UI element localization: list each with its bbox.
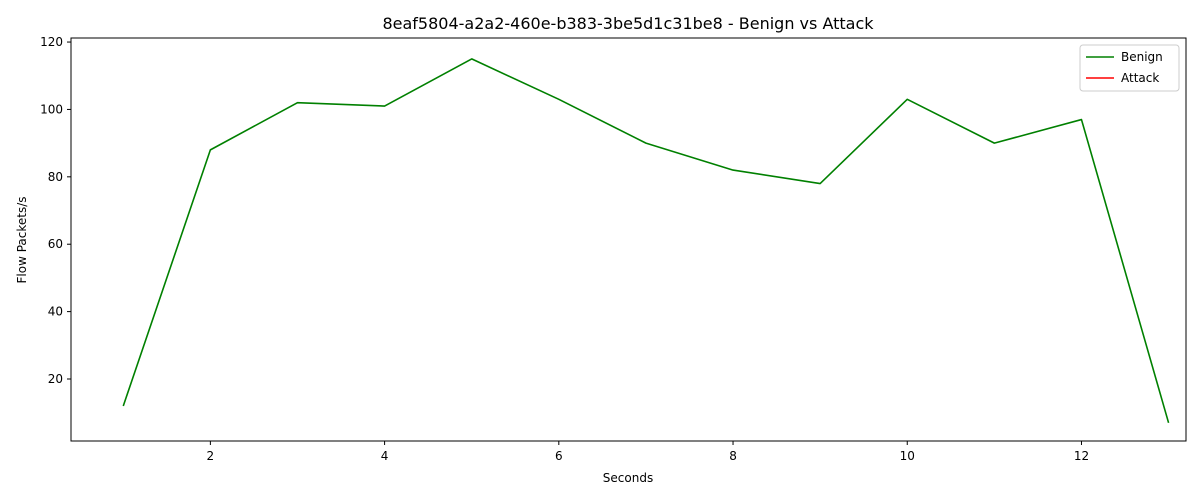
x-tick-label: 6 [555, 449, 563, 463]
x-axis-label: Seconds [603, 471, 653, 485]
x-axis-ticks: 2 4 6 8 10 12 [207, 441, 1089, 463]
x-tick-label: 10 [900, 449, 915, 463]
y-tick-label: 80 [48, 170, 63, 184]
x-tick-label: 8 [729, 449, 737, 463]
y-tick-label: 120 [40, 35, 63, 49]
y-tick-label: 60 [48, 237, 63, 251]
legend-label-attack: Attack [1121, 71, 1159, 85]
plot-frame [70, 37, 1187, 442]
plot-area [122, 58, 1170, 424]
chart-title: 8eaf5804-a2a2-460e-b383-3be5d1c31be8 - B… [382, 14, 874, 33]
x-tick-label: 12 [1074, 449, 1089, 463]
legend-label-benign: Benign [1121, 50, 1163, 64]
y-tick-label: 100 [40, 102, 63, 116]
y-axis-label: Flow Packets/s [15, 196, 29, 283]
y-tick-label: 20 [48, 372, 63, 386]
series-line-benign [122, 58, 1170, 424]
y-tick-label: 40 [48, 305, 63, 319]
x-tick-label: 4 [381, 449, 389, 463]
y-axis-ticks: 20 40 60 80 100 120 [40, 35, 71, 386]
legend: Benign Attack [1079, 44, 1180, 92]
x-tick-label: 2 [207, 449, 215, 463]
